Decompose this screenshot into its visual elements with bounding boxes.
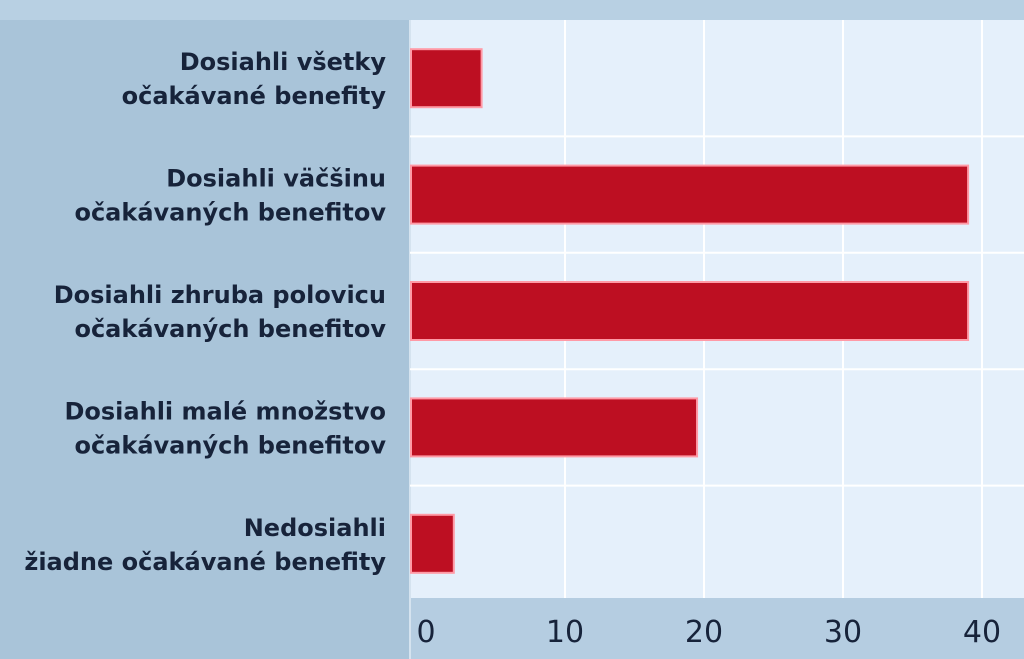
category-label-5: Nedosiahli žiadne očakávané benefity (24, 514, 386, 576)
bar-2 (410, 164, 970, 225)
x-tick-label-10: 10 (546, 615, 584, 650)
x-tick-label-0: 0 (416, 615, 435, 650)
x-axis-band (410, 598, 1024, 659)
bars (410, 48, 970, 574)
category-label-4: Dosiahli malé množstvo očakávaných benefi… (64, 397, 386, 459)
x-tick-label-20: 20 (685, 615, 723, 650)
category-label-3: Dosiahli zhruba polovicu očakávaných bene… (54, 281, 387, 343)
category-label-panel (0, 20, 410, 659)
x-tick-label-30: 30 (824, 615, 862, 650)
category-label-2: Dosiahli väčšinu očakávaných benefitov (74, 165, 386, 227)
top-band (0, 0, 1024, 20)
x-tick-labels: 0 10 20 30 40 (416, 615, 1001, 650)
bar-4 (410, 397, 699, 458)
bar-3 (410, 281, 970, 341)
x-tick-label-40: 40 (963, 615, 1001, 650)
bar-5 (410, 513, 455, 574)
bar-1 (410, 48, 483, 109)
category-label-1: Dosiahli všetky očakávané benefity (122, 48, 387, 110)
category-labels: Dosiahli všetky očakávané benefity Dosiahl… (24, 48, 386, 576)
